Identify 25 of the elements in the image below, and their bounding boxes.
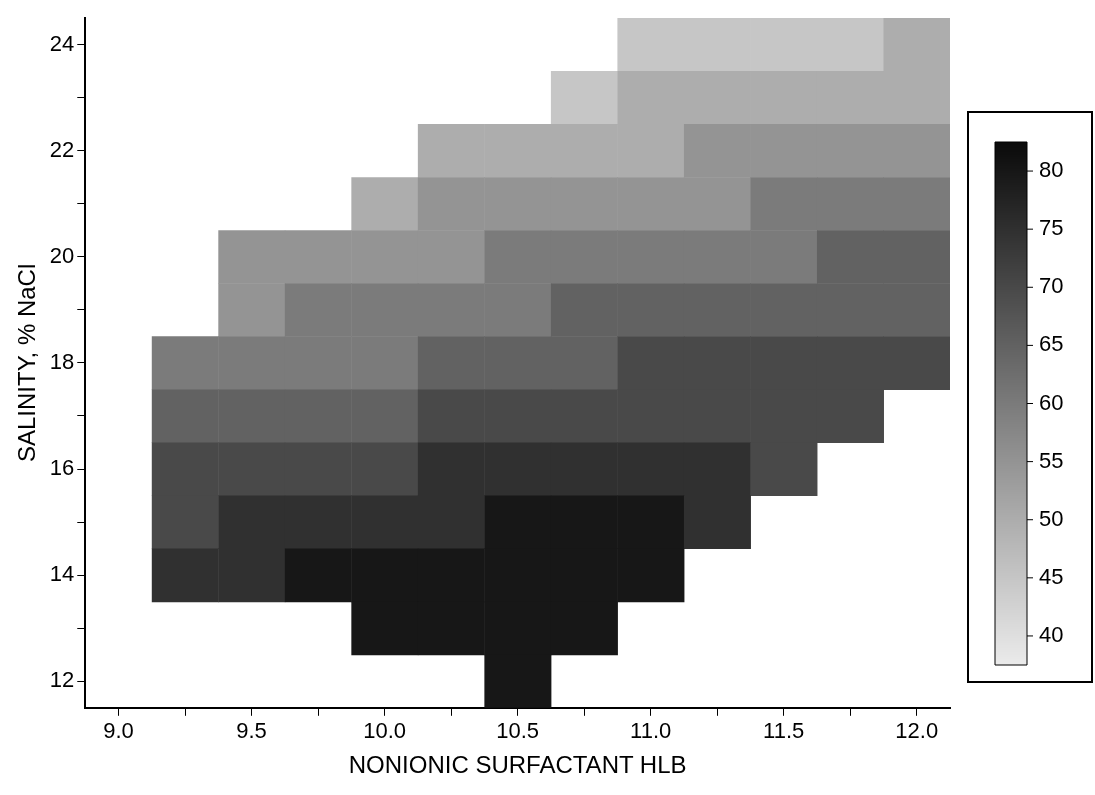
color-bar-label: 45	[1039, 563, 1064, 589]
x-tick-label: 11.5	[763, 718, 805, 744]
x-tick-label: 11.0	[630, 718, 672, 744]
y-tick-label: 22	[49, 136, 75, 162]
y-tick-label: 24	[49, 30, 75, 56]
y-tick-label: 12	[49, 667, 75, 693]
x-tick-label: 10.5	[496, 718, 540, 744]
y-tick-label: 16	[49, 455, 75, 481]
color-bar-label: 60	[1039, 389, 1064, 415]
color-bar-label: 80	[1039, 157, 1064, 183]
y-axis-title: SALINITY, % NaCl	[13, 263, 41, 463]
y-tick-label: 14	[49, 561, 75, 587]
x-tick-label: 9.5	[236, 718, 267, 744]
color-bar-label: 65	[1039, 331, 1064, 357]
color-bar-label: 55	[1039, 447, 1064, 473]
y-tick-label: 20	[49, 242, 75, 268]
x-tick-label: 9.0	[103, 718, 134, 744]
color-bar-label: 40	[1039, 622, 1064, 648]
y-tick-label: 18	[49, 348, 75, 374]
x-tick-label: 12.0	[895, 718, 939, 744]
color-bar-label: 70	[1039, 273, 1064, 299]
color-bar-label: 50	[1039, 505, 1064, 531]
color-bar-label: 75	[1039, 215, 1064, 241]
x-axis-title: NONIONIC SURFACTANT HLB	[348, 751, 687, 779]
x-tick-label: 10.0	[363, 718, 407, 744]
